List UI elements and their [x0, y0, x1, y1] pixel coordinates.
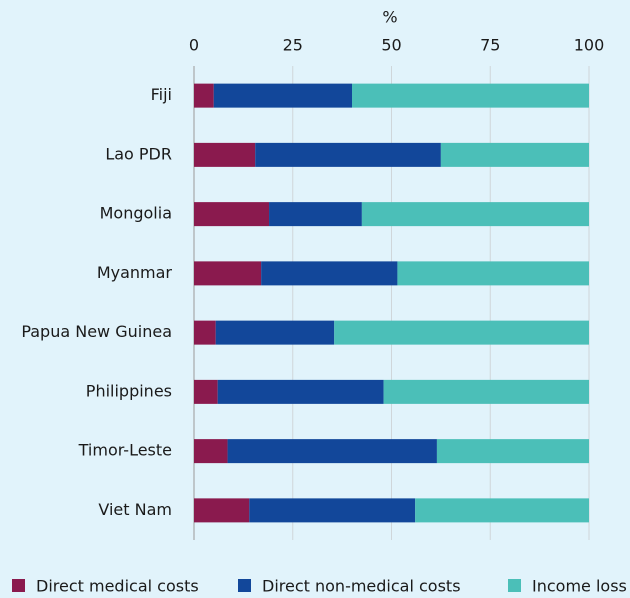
legend-label: Direct non-medical costs [262, 577, 461, 596]
x-tick-label: 0 [189, 36, 199, 55]
x-tick-label: 25 [283, 36, 303, 55]
bar-segment [255, 142, 441, 167]
legend-swatch [12, 579, 25, 592]
bar-segment [436, 439, 589, 464]
y-tick-label: Viet Nam [98, 500, 172, 519]
bar-segment [440, 142, 589, 167]
legend-swatch [238, 579, 251, 592]
bar-segment [217, 379, 384, 404]
bar-segment [397, 261, 589, 286]
bar-segment [261, 261, 398, 286]
x-tick-label: 50 [381, 36, 401, 55]
bar-segment [361, 202, 589, 227]
x-tick-label: 100 [574, 36, 605, 55]
y-tick-label: Philippines [86, 381, 172, 400]
y-tick-label: Myanmar [97, 263, 173, 282]
bar-segment [215, 320, 335, 345]
bar-segment [352, 83, 589, 108]
bar-segment [194, 320, 216, 345]
bar-segment [194, 142, 256, 167]
y-tick-label: Papua New Guinea [21, 322, 172, 341]
bar-segment [194, 498, 250, 523]
bar-segment [194, 261, 262, 286]
y-tick-label: Mongolia [100, 204, 172, 223]
legend-label: Income loss [532, 577, 627, 596]
bar-segment [227, 439, 437, 464]
bar-segment [269, 202, 362, 227]
bar-segment [383, 379, 589, 404]
bar-segment [194, 83, 214, 108]
bar-segment [213, 83, 352, 108]
legend-label: Direct medical costs [36, 577, 199, 596]
bar-segment [249, 498, 416, 523]
bar-segment [194, 379, 218, 404]
y-tick-label: Timor-Leste [78, 441, 172, 460]
x-axis-label: % [382, 8, 397, 27]
bar-segment [194, 202, 270, 227]
bar-segment [194, 439, 228, 464]
legend-swatch [508, 579, 521, 592]
x-tick-label: 75 [480, 36, 500, 55]
y-tick-label: Lao PDR [105, 144, 172, 163]
bar-segment [334, 320, 589, 345]
y-tick-label: Fiji [151, 85, 172, 104]
bar-segment [415, 498, 589, 523]
